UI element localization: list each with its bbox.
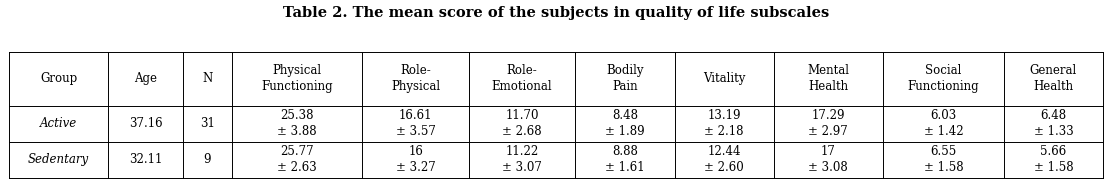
Text: Table 2. The mean score of the subjects in quality of life subscales: Table 2. The mean score of the subjects … (282, 6, 830, 20)
Text: Mental
Health: Mental Health (807, 64, 850, 93)
Text: 13.19
± 2.18: 13.19 ± 2.18 (705, 109, 744, 138)
Text: 6.03
± 1.42: 6.03 ± 1.42 (924, 109, 963, 138)
Text: 31: 31 (200, 117, 215, 130)
Text: 5.66
± 1.58: 5.66 ± 1.58 (1034, 145, 1073, 174)
Text: 16.61
± 3.57: 16.61 ± 3.57 (396, 109, 436, 138)
Text: 8.48
± 1.89: 8.48 ± 1.89 (605, 109, 645, 138)
Text: 6.48
± 1.33: 6.48 ± 1.33 (1033, 109, 1073, 138)
Text: Social
Functioning: Social Functioning (907, 64, 980, 93)
Text: 37.16: 37.16 (129, 117, 162, 130)
Text: Role-
Physical: Role- Physical (391, 64, 440, 93)
Text: 17
± 3.08: 17 ± 3.08 (808, 145, 848, 174)
Text: 25.38
± 3.88: 25.38 ± 3.88 (277, 109, 317, 138)
Text: Physical
Functioning: Physical Functioning (261, 64, 332, 93)
Text: Age: Age (135, 72, 157, 85)
Text: 11.70
± 2.68: 11.70 ± 2.68 (503, 109, 542, 138)
Text: 25.77
± 2.63: 25.77 ± 2.63 (277, 145, 317, 174)
Text: 9: 9 (203, 153, 211, 166)
Text: General
Health: General Health (1030, 64, 1078, 93)
Text: Vitality: Vitality (703, 72, 745, 85)
Text: Active: Active (40, 117, 77, 130)
Text: 17.29
± 2.97: 17.29 ± 2.97 (808, 109, 848, 138)
Text: 16
± 3.27: 16 ± 3.27 (396, 145, 436, 174)
Text: Role-
Emotional: Role- Emotional (492, 64, 553, 93)
Text: Group: Group (40, 72, 77, 85)
Text: Sedentary: Sedentary (28, 153, 89, 166)
Text: 8.88
± 1.61: 8.88 ± 1.61 (605, 145, 645, 174)
Text: Bodily
Pain: Bodily Pain (606, 64, 644, 93)
Text: 6.55
± 1.58: 6.55 ± 1.58 (924, 145, 963, 174)
Text: N: N (202, 72, 212, 85)
Text: 11.22
± 3.07: 11.22 ± 3.07 (503, 145, 542, 174)
Text: 12.44
± 2.60: 12.44 ± 2.60 (704, 145, 744, 174)
Text: 32.11: 32.11 (129, 153, 162, 166)
